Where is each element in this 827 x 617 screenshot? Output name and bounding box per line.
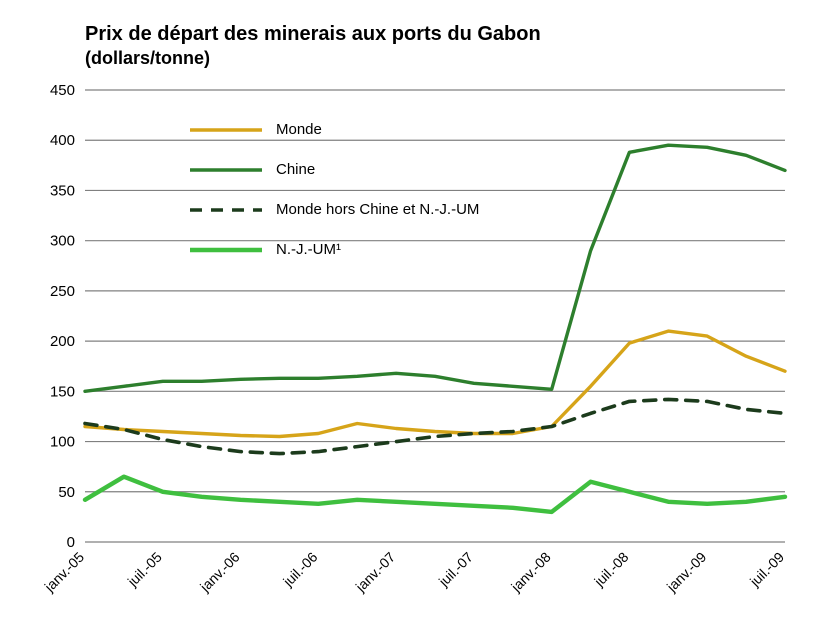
chart-subtitle: (dollars/tonne) (85, 48, 210, 68)
y-tick-label: 450 (50, 82, 75, 99)
y-tick-label: 300 (50, 233, 75, 250)
chart-title: Prix de départ des minerais aux ports du… (85, 23, 541, 45)
legend-label: Chine (276, 161, 315, 178)
y-tick-label: 400 (50, 132, 75, 149)
chart-container: { "chart": { "type": "line", "width": 82… (0, 0, 827, 617)
y-tick-label: 250 (50, 283, 75, 300)
legend-label: N.-J.-UM¹ (276, 241, 341, 258)
legend-label: Monde hors Chine et N.-J.-UM (276, 201, 479, 218)
y-tick-label: 0 (67, 534, 75, 551)
y-tick-label: 50 (58, 484, 75, 501)
y-tick-label: 150 (50, 383, 75, 400)
y-tick-label: 200 (50, 333, 75, 350)
y-tick-label: 350 (50, 182, 75, 199)
line-chart: 050100150200250300350400450janv.-05juil.… (0, 0, 827, 617)
legend-label: Monde (276, 121, 322, 138)
y-tick-label: 100 (50, 434, 75, 451)
